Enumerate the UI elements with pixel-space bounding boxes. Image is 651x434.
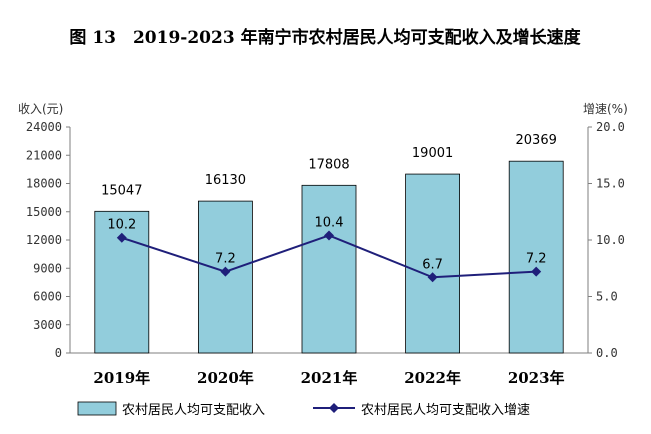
bar-value-label: 17808 (308, 157, 349, 172)
right-tick-label: 10.0 (596, 233, 625, 247)
bar-value-label: 20369 (516, 133, 557, 148)
growth-point (324, 230, 334, 241)
left-tick-label: 24000 (26, 120, 62, 134)
right-tick-label: 20.0 (596, 120, 625, 134)
growth-value-label: 10.2 (107, 218, 136, 233)
category-label: 2019年 (93, 369, 150, 387)
bar-value-label: 19001 (412, 146, 453, 161)
left-tick-label: 21000 (26, 148, 62, 162)
left-tick-label: 12000 (26, 233, 62, 247)
growth-point (531, 266, 542, 277)
left-axis-label: 收入(元) (18, 102, 63, 116)
bar-label-group: 15047 16130 17808 19001 20369 (101, 133, 557, 198)
bar (197, 200, 253, 354)
line-series: 10.2 7.2 10.4 6.7 7.2 (107, 215, 547, 283)
bar (405, 173, 461, 354)
bar (508, 160, 564, 354)
left-tick-label: 0 (55, 346, 62, 360)
growth-point (220, 266, 231, 277)
right-tick-label: 15.0 (596, 177, 625, 191)
growth-value-label: 6.7 (422, 257, 443, 272)
chart-title: 图 13 2019-2023 年南宁市农村居民人均可支配收入及增长速度 (69, 27, 581, 48)
category-label: 2023年 (508, 369, 565, 387)
category-label: 2022年 (404, 369, 461, 387)
left-tick-label: 3000 (33, 318, 62, 332)
growth-point (427, 272, 438, 283)
growth-point (116, 232, 127, 243)
left-tick-label: 15000 (26, 205, 62, 219)
left-tick-label: 18000 (26, 177, 62, 191)
left-tick-group: 0 3000 6000 9000 12000 15000 18000 21000 24000 (26, 120, 70, 360)
legend-bar-swatch (77, 401, 117, 416)
category-label-group: 2019年 2020年 2021年 2022年 2023年 (93, 369, 564, 387)
right-tick-label: 5.0 (596, 290, 618, 304)
legend-bar-label: 农村居民人均可支配收入 (122, 403, 265, 418)
legend-line-label: 农村居民人均可支配收入增速 (361, 403, 530, 418)
growth-value-label: 7.2 (215, 252, 236, 267)
category-label: 2020年 (197, 369, 254, 387)
legend-line-marker (329, 403, 339, 413)
right-axis-label: 增速(%) (583, 102, 628, 116)
bar-value-label: 16130 (205, 173, 246, 188)
growth-value-label: 7.2 (526, 252, 547, 267)
bar-series (94, 160, 564, 354)
growth-value-label: 10.4 (315, 215, 344, 230)
legend: 农村居民人均可支配收入 农村居民人均可支配收入增速 (77, 401, 530, 418)
right-tick-group: 0.0 5.0 10.0 15.0 20.0 (588, 120, 625, 360)
left-tick-label: 9000 (33, 261, 62, 275)
bar-value-label: 15047 (101, 183, 142, 198)
category-label: 2021年 (301, 369, 358, 387)
right-tick-label: 0.0 (596, 346, 618, 360)
left-tick-label: 6000 (33, 290, 62, 304)
bar (301, 184, 357, 354)
